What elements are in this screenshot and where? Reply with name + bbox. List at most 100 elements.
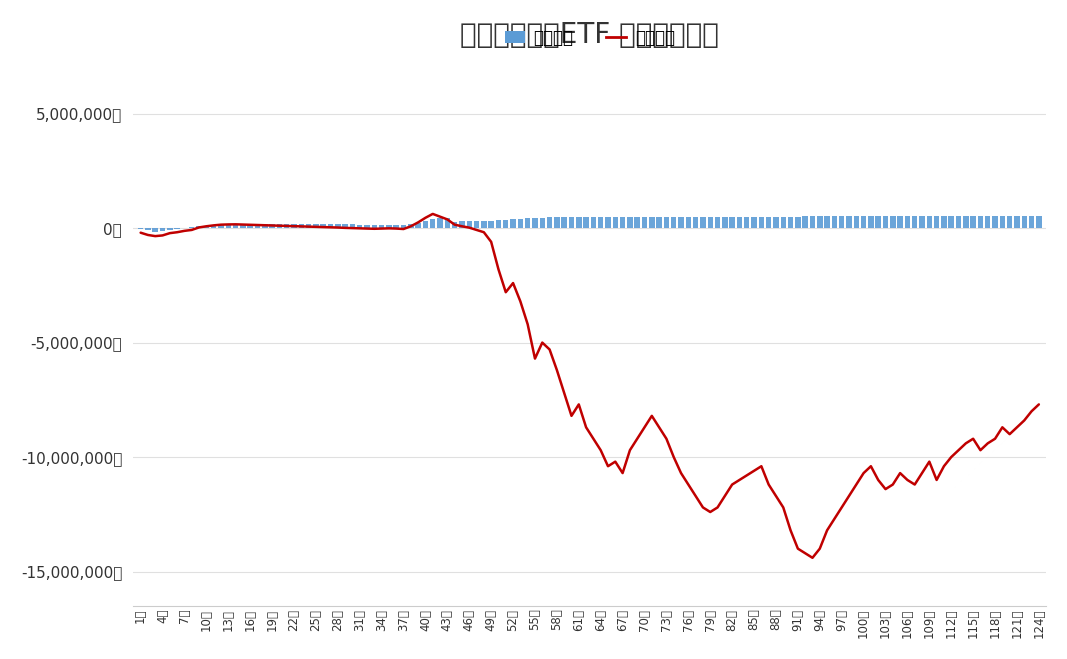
Bar	[744, 217, 749, 228]
Bar	[774, 217, 779, 228]
Bar	[386, 225, 392, 228]
Bar	[912, 216, 918, 228]
Bar	[503, 220, 509, 228]
Bar	[664, 217, 669, 228]
Bar	[934, 216, 939, 228]
Bar	[204, 226, 209, 228]
Bar	[255, 224, 260, 228]
Bar	[481, 221, 487, 228]
Bar	[692, 217, 699, 228]
Bar	[730, 217, 735, 228]
Bar	[547, 217, 553, 228]
Bar	[576, 217, 582, 228]
Bar	[839, 216, 844, 228]
Bar	[956, 216, 961, 228]
Bar	[466, 221, 472, 228]
Bar	[817, 216, 823, 228]
Bar	[949, 216, 954, 228]
Bar	[357, 225, 363, 228]
Bar	[211, 225, 217, 228]
Bar	[787, 217, 793, 228]
Bar	[496, 220, 501, 228]
Bar	[715, 217, 720, 228]
Bar	[751, 217, 757, 228]
Bar	[437, 218, 443, 228]
Bar	[679, 217, 684, 228]
Bar	[320, 224, 325, 228]
Bar	[153, 228, 158, 231]
Bar	[985, 216, 990, 228]
Bar	[1000, 216, 1005, 228]
Bar	[510, 219, 515, 228]
Bar	[269, 224, 275, 228]
Bar	[992, 216, 998, 228]
Bar	[1029, 216, 1034, 228]
Bar	[299, 224, 304, 228]
Bar	[423, 221, 428, 228]
Bar	[759, 217, 764, 228]
Title: トライオートETF 週別運用実績: トライオートETF 週別運用実績	[460, 21, 719, 49]
Bar	[532, 218, 538, 228]
Bar	[641, 217, 648, 228]
Bar	[591, 217, 596, 228]
Bar	[174, 228, 180, 229]
Bar	[561, 217, 567, 228]
Bar	[795, 217, 800, 228]
Bar	[276, 224, 282, 228]
Bar	[970, 216, 976, 228]
Bar	[825, 216, 830, 228]
Bar	[831, 216, 838, 228]
Bar	[452, 221, 458, 228]
Bar	[656, 217, 662, 228]
Bar	[897, 216, 903, 228]
Bar	[379, 225, 384, 228]
Bar	[846, 216, 851, 228]
Bar	[926, 216, 933, 228]
Bar	[1007, 216, 1013, 228]
Bar	[525, 219, 530, 228]
Bar	[240, 224, 245, 228]
Bar	[540, 217, 545, 228]
Bar	[1015, 216, 1020, 228]
Bar	[766, 217, 771, 228]
Bar	[605, 217, 610, 228]
Bar	[145, 228, 150, 231]
Bar	[722, 217, 728, 228]
Bar	[671, 217, 676, 228]
Bar	[854, 216, 859, 228]
Bar	[620, 217, 625, 228]
Bar	[489, 221, 494, 228]
Bar	[335, 224, 340, 228]
Bar	[394, 225, 399, 228]
Bar	[612, 217, 618, 228]
Bar	[160, 228, 165, 231]
Bar	[196, 226, 202, 228]
Bar	[189, 227, 194, 228]
Bar	[306, 224, 312, 228]
Bar	[225, 225, 230, 228]
Bar	[700, 217, 705, 228]
Bar	[569, 217, 574, 228]
Legend: 実現損益, 評価損益: 実現損益, 評価損益	[498, 22, 682, 53]
Bar	[262, 224, 268, 228]
Bar	[328, 224, 333, 228]
Bar	[459, 221, 465, 228]
Bar	[584, 217, 589, 228]
Bar	[350, 225, 355, 228]
Bar	[977, 216, 983, 228]
Bar	[941, 216, 946, 228]
Bar	[401, 225, 407, 228]
Bar	[802, 217, 808, 228]
Bar	[707, 217, 713, 228]
Bar	[233, 224, 238, 228]
Bar	[554, 217, 559, 228]
Bar	[343, 225, 348, 228]
Bar	[875, 216, 881, 228]
Bar	[686, 217, 691, 228]
Bar	[291, 224, 297, 228]
Bar	[219, 225, 224, 228]
Bar	[371, 225, 377, 228]
Bar	[168, 228, 173, 230]
Bar	[474, 221, 479, 228]
Bar	[781, 217, 786, 228]
